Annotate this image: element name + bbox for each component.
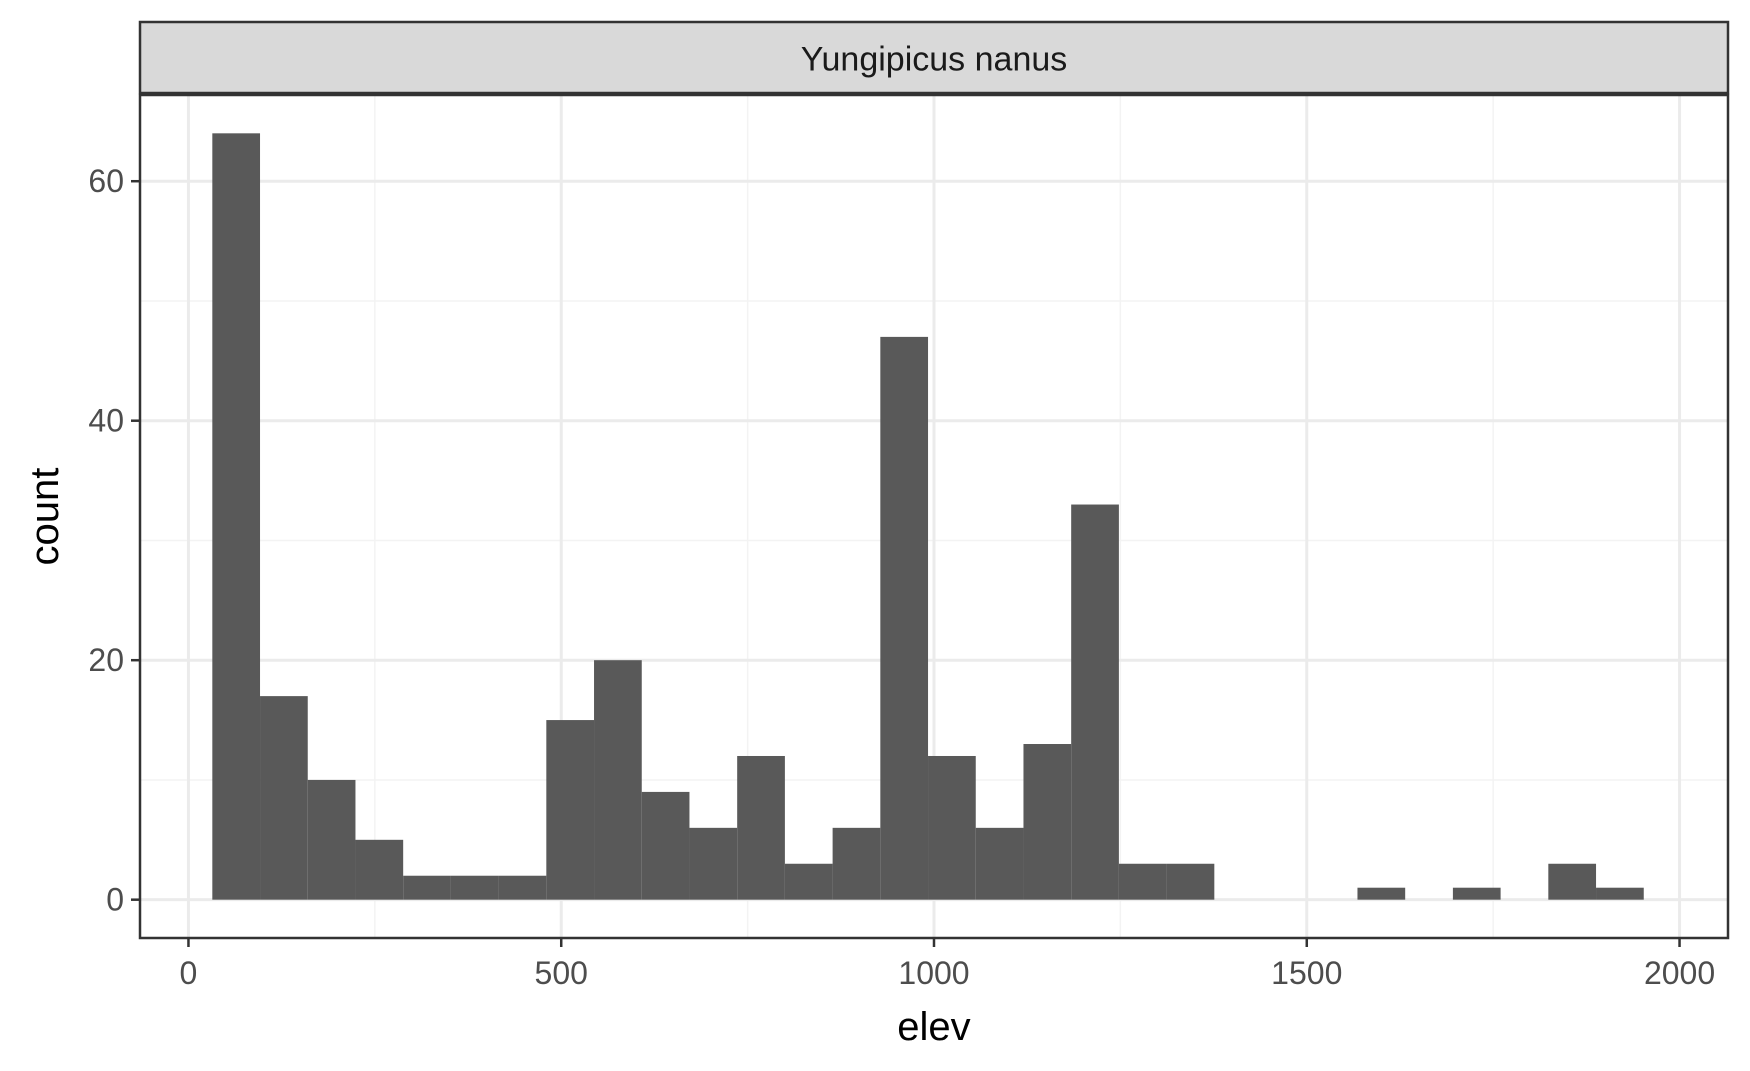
histogram-bar [1071, 504, 1119, 900]
histogram-bar [832, 827, 881, 900]
y-tick-label: 40 [88, 403, 124, 439]
histogram-bar [450, 875, 499, 900]
histogram-bar [975, 827, 1024, 900]
histogram-bars [212, 133, 1644, 900]
histogram-bar [641, 791, 690, 900]
histogram-bar [1118, 863, 1167, 900]
facet-label: Yungipicus nanus [801, 41, 1068, 79]
y-tick-label: 0 [106, 882, 124, 918]
x-tick-label: 500 [535, 955, 588, 991]
histogram-bar [1166, 863, 1215, 900]
histogram-bar [594, 660, 642, 900]
y-axis-title: count [23, 468, 67, 566]
histogram-bar [880, 336, 929, 900]
histogram-bar [689, 827, 738, 900]
histogram-bar [403, 875, 451, 900]
histogram-bar [784, 863, 833, 900]
facet-strip-background [138, 20, 1730, 95]
histogram-bar [1023, 744, 1072, 900]
histogram-bar [307, 779, 356, 900]
x-tick-label: 1000 [898, 955, 969, 991]
facet-strip: Yungipicus nanus [138, 20, 1730, 95]
histogram-bar [212, 133, 261, 900]
histogram-bar [737, 755, 785, 900]
histogram-bar [498, 875, 547, 900]
histogram-bar [355, 839, 404, 900]
histogram-bar [260, 696, 308, 900]
y-tick-label: 60 [88, 163, 124, 199]
x-tick-label: 2000 [1644, 955, 1715, 991]
histogram-bar [546, 720, 595, 900]
x-axis-title: elev [897, 1005, 970, 1049]
histogram-bar [1357, 887, 1406, 900]
y-axis: 0 20 40 60 [88, 163, 140, 918]
histogram-bar [1452, 887, 1501, 900]
x-axis: 0 500 1000 1500 2000 [180, 938, 1715, 991]
histogram-bar [1548, 863, 1597, 900]
y-tick-label: 20 [88, 642, 124, 678]
histogram-bar [928, 755, 976, 900]
histogram-bar [1596, 887, 1644, 900]
x-tick-label: 1500 [1271, 955, 1342, 991]
grid-lines [140, 95, 1728, 938]
x-tick-label: 0 [180, 955, 198, 991]
